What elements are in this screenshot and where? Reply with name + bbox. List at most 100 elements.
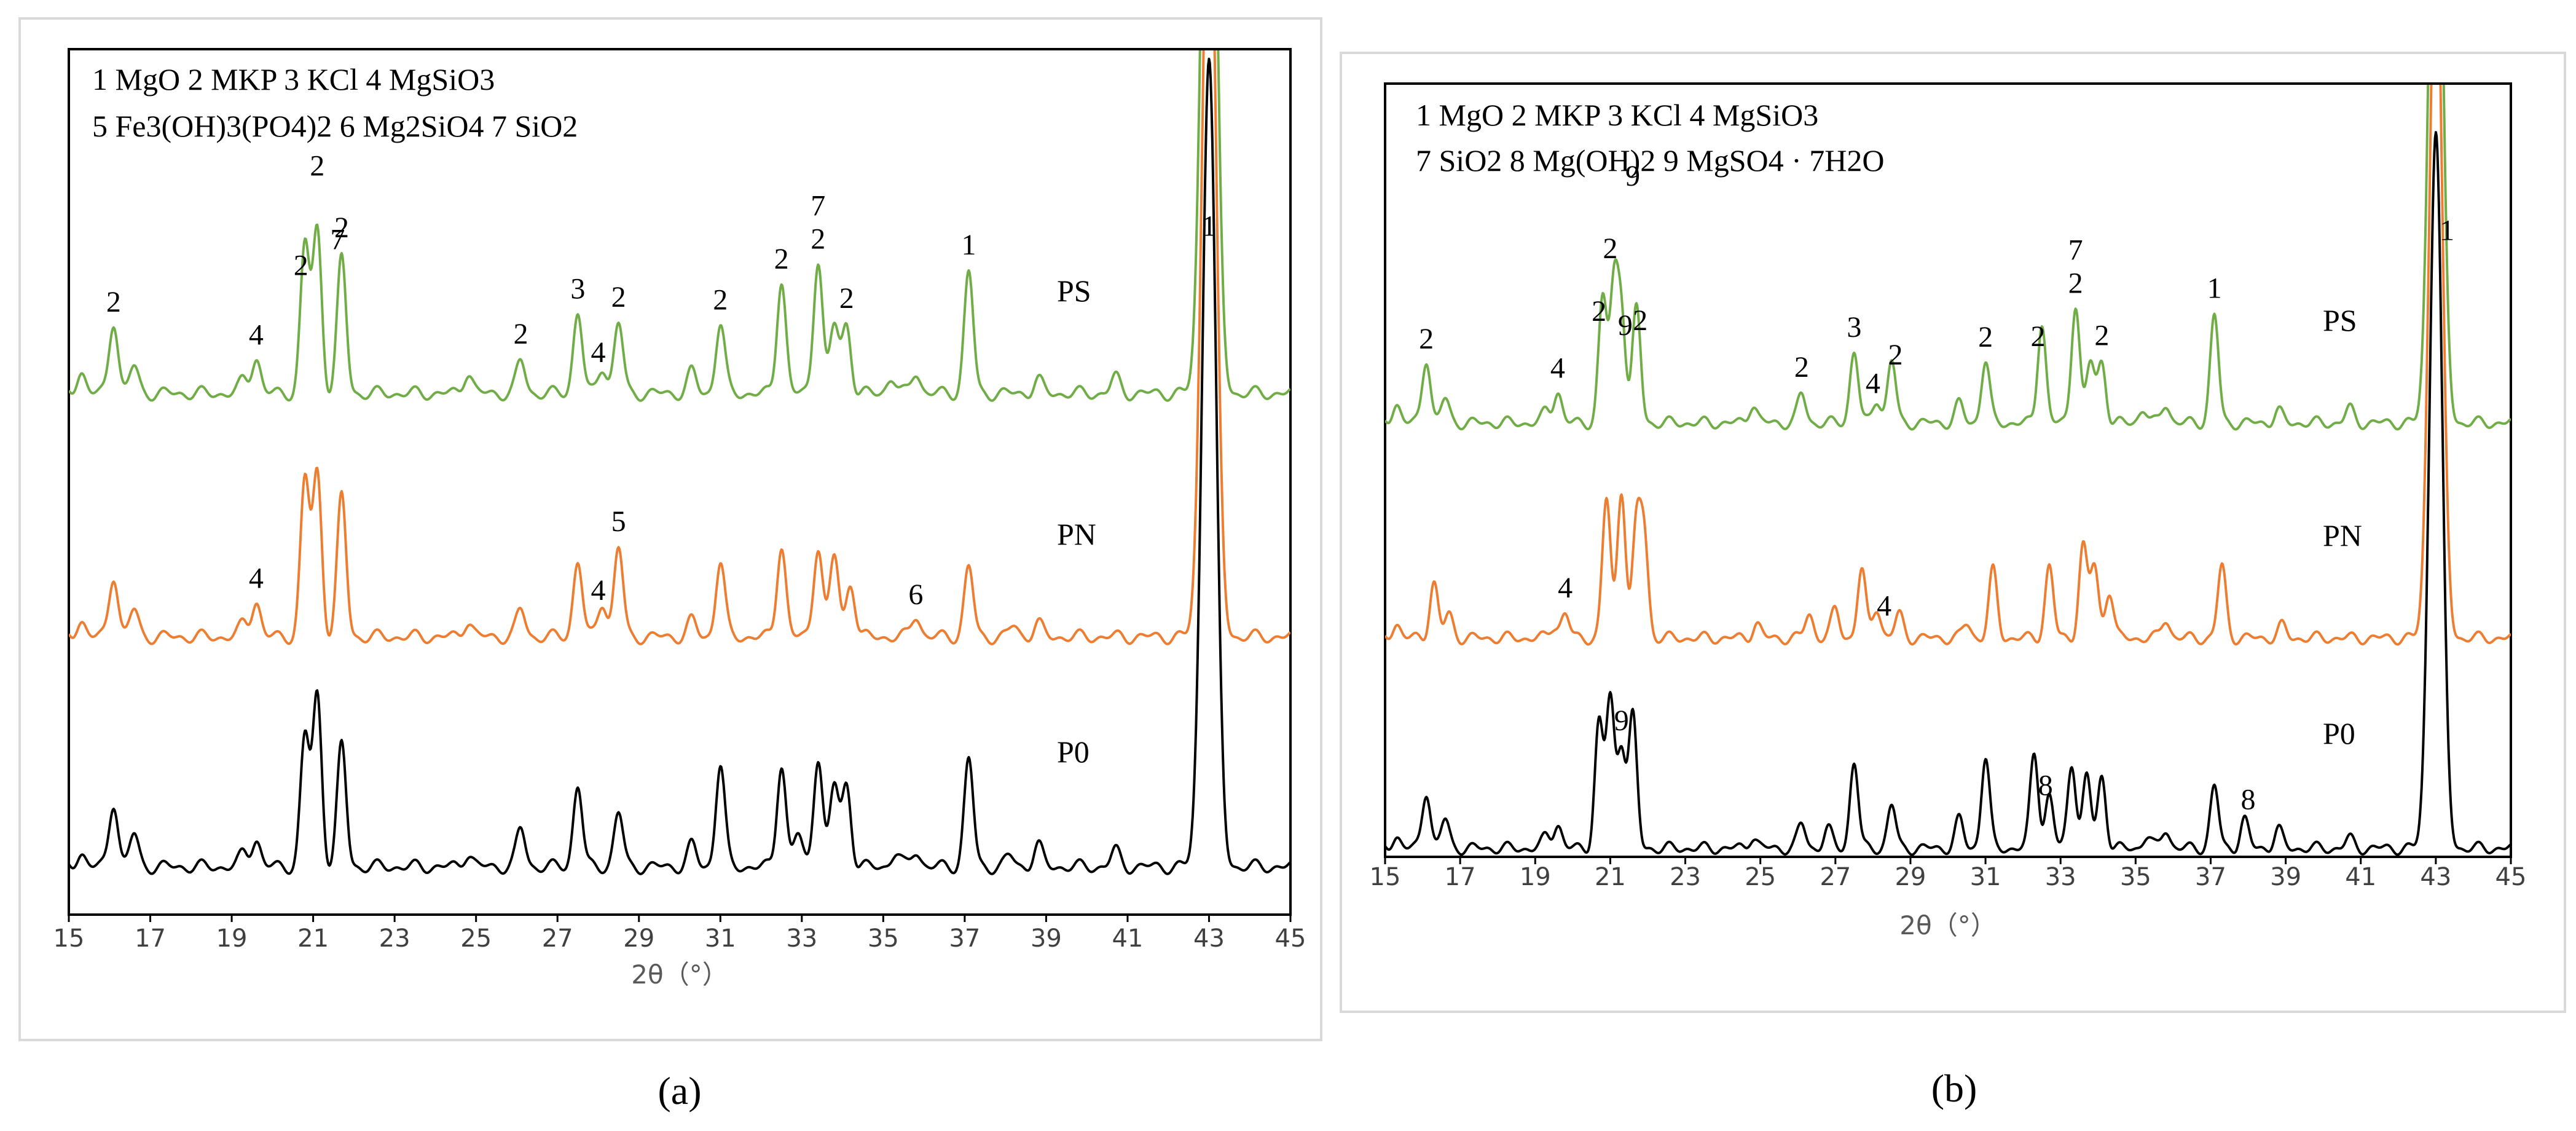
series-line-PS (69, 50, 1290, 402)
x-tick-label: 33 (786, 924, 817, 953)
x-tick-label: 19 (216, 924, 248, 953)
x-tick-label: 39 (1031, 924, 1062, 953)
peak-label: 3 (1847, 311, 1861, 344)
panel-b-series (1385, 85, 2511, 856)
x-tick-label: 25 (460, 924, 492, 953)
series-label-PN: PN (2323, 518, 2362, 553)
x-tick-label: 37 (949, 924, 980, 953)
peak-label: 2 (310, 150, 324, 183)
peak-label: 4 (249, 319, 264, 352)
x-tick-label: 31 (705, 924, 736, 953)
peak-label: 8 (2038, 769, 2053, 802)
x-tick-label: 15 (53, 924, 85, 953)
series-line-P0 (1385, 131, 2511, 856)
x-tick-label: 27 (542, 924, 573, 953)
series-line-P0 (69, 57, 1290, 875)
x-tick-label: 21 (297, 924, 329, 953)
peak-label: 3 (570, 272, 585, 305)
peak-label: 5 (611, 505, 626, 538)
peak-label: 7 (811, 189, 825, 222)
panel-b-legend-line-1: 1 MgO 2 MKP 3 KCl 4 MgSiO3 (1416, 98, 1818, 132)
x-tick-label: 23 (379, 924, 410, 953)
x-tick-label: 27 (1820, 863, 1851, 891)
x-tick-label: 23 (1670, 863, 1701, 891)
x-tick-label: 41 (2345, 863, 2376, 891)
peak-label: 2 (2094, 320, 2109, 352)
peak-label: 4 (1550, 352, 1565, 385)
peak-label: 2 (2068, 267, 2083, 299)
x-tick-label: 29 (623, 924, 654, 953)
series-label-PS: PS (2323, 303, 2357, 337)
series-line-PN (69, 50, 1290, 645)
peak-label: 4 (591, 336, 605, 369)
x-tick-label: 45 (2496, 863, 2527, 891)
panel-a-caption: (a) (658, 1069, 701, 1113)
peak-label: 2 (1419, 323, 1434, 355)
peak-label: 4 (1558, 572, 1573, 604)
x-tick-label: 17 (1445, 863, 1476, 891)
panel-a-legend-line-1: 1 MgO 2 MKP 3 KCl 4 MgSiO3 (92, 62, 495, 97)
series-label-P0: P0 (2323, 716, 2355, 751)
peak-label: 1 (2440, 215, 2454, 247)
x-tick-label: 31 (1970, 863, 2001, 891)
x-tick-label: 43 (1193, 924, 1225, 953)
peak-label: 9 (1625, 160, 1640, 192)
panel-a: 1 MgO 2 MKP 3 KCl 4 MgSiO3 5 Fe3(OH)3(PO… (18, 17, 1322, 1113)
x-tick-label: 15 (1370, 863, 1401, 891)
peak-label: 4 (249, 562, 264, 595)
panel-b-legend-line-2: 7 SiO2 8 Mg(OH)2 9 MgSO4 · 7H2O (1416, 143, 1885, 178)
series-line-PN (1385, 85, 2511, 646)
peak-label: 2 (811, 223, 825, 255)
panel-b-x-axis-label: 2θ（°） (1899, 910, 1996, 940)
peak-label: 9 (1618, 309, 1633, 342)
peak-label: 6 (908, 578, 923, 611)
peak-label: 2 (1794, 351, 1809, 384)
panel-b-x-ticks: 15 17 19 21 23 25 27 29 31 33 35 37 39 41 43 45 (1370, 857, 2527, 891)
series-label-PN: PN (1057, 517, 1096, 551)
peak-label: 2 (514, 318, 528, 350)
panel-a-series (69, 50, 1290, 875)
peak-label: 7 (2068, 234, 2083, 266)
peak-label: 2 (774, 243, 789, 275)
peak-label: 2 (1603, 232, 1617, 265)
panel-a-legend-line-2: 5 Fe3(OH)3(PO4)2 6 Mg2SiO4 7 SiO2 (92, 109, 578, 143)
x-tick-label: 39 (2270, 863, 2301, 891)
peak-label: 2 (611, 281, 626, 313)
peak-label: 2 (106, 286, 121, 318)
peak-label: 2 (1888, 339, 1903, 371)
x-tick-label: 33 (2045, 863, 2076, 891)
peak-label: 2 (294, 250, 308, 282)
panel-a-plot-area (68, 48, 1292, 916)
panel-b-plot-area (1384, 82, 2512, 858)
panel-a-x-ticks: 15 17 19 21 23 25 27 29 31 33 35 37 39 41 43 45 (53, 915, 1306, 953)
peak-label: 1 (1201, 210, 1216, 243)
x-tick-label: 35 (868, 924, 899, 953)
x-tick-label: 45 (1275, 924, 1306, 953)
series-label-P0: P0 (1057, 735, 1090, 769)
peak-label: 1 (2207, 272, 2222, 305)
peak-label: 2 (713, 283, 728, 316)
peak-label: 8 (2241, 783, 2256, 816)
series-label-PS: PS (1057, 274, 1091, 308)
x-tick-label: 41 (1112, 924, 1143, 953)
x-tick-label: 19 (1520, 863, 1551, 891)
peak-label: 4 (1877, 590, 1891, 623)
peak-label: 9 (1614, 704, 1629, 737)
peak-label: 4 (591, 574, 605, 607)
peak-label: 2 (1592, 295, 1606, 328)
peak-label: 2 (1633, 304, 1647, 337)
x-tick-label: 17 (135, 924, 166, 953)
x-tick-label: 35 (2120, 863, 2151, 891)
x-tick-label: 21 (1595, 863, 1626, 891)
x-tick-label: 37 (2195, 863, 2226, 891)
peak-label: 7 (330, 223, 345, 256)
panel-b-outer-border (1340, 52, 2566, 1013)
peak-label: 1 (961, 229, 976, 261)
series-line-PS (1385, 85, 2511, 431)
peak-label: 2 (2031, 320, 2046, 353)
x-tick-label: 43 (2420, 863, 2451, 891)
panel-a-outer-border (18, 17, 1322, 1041)
